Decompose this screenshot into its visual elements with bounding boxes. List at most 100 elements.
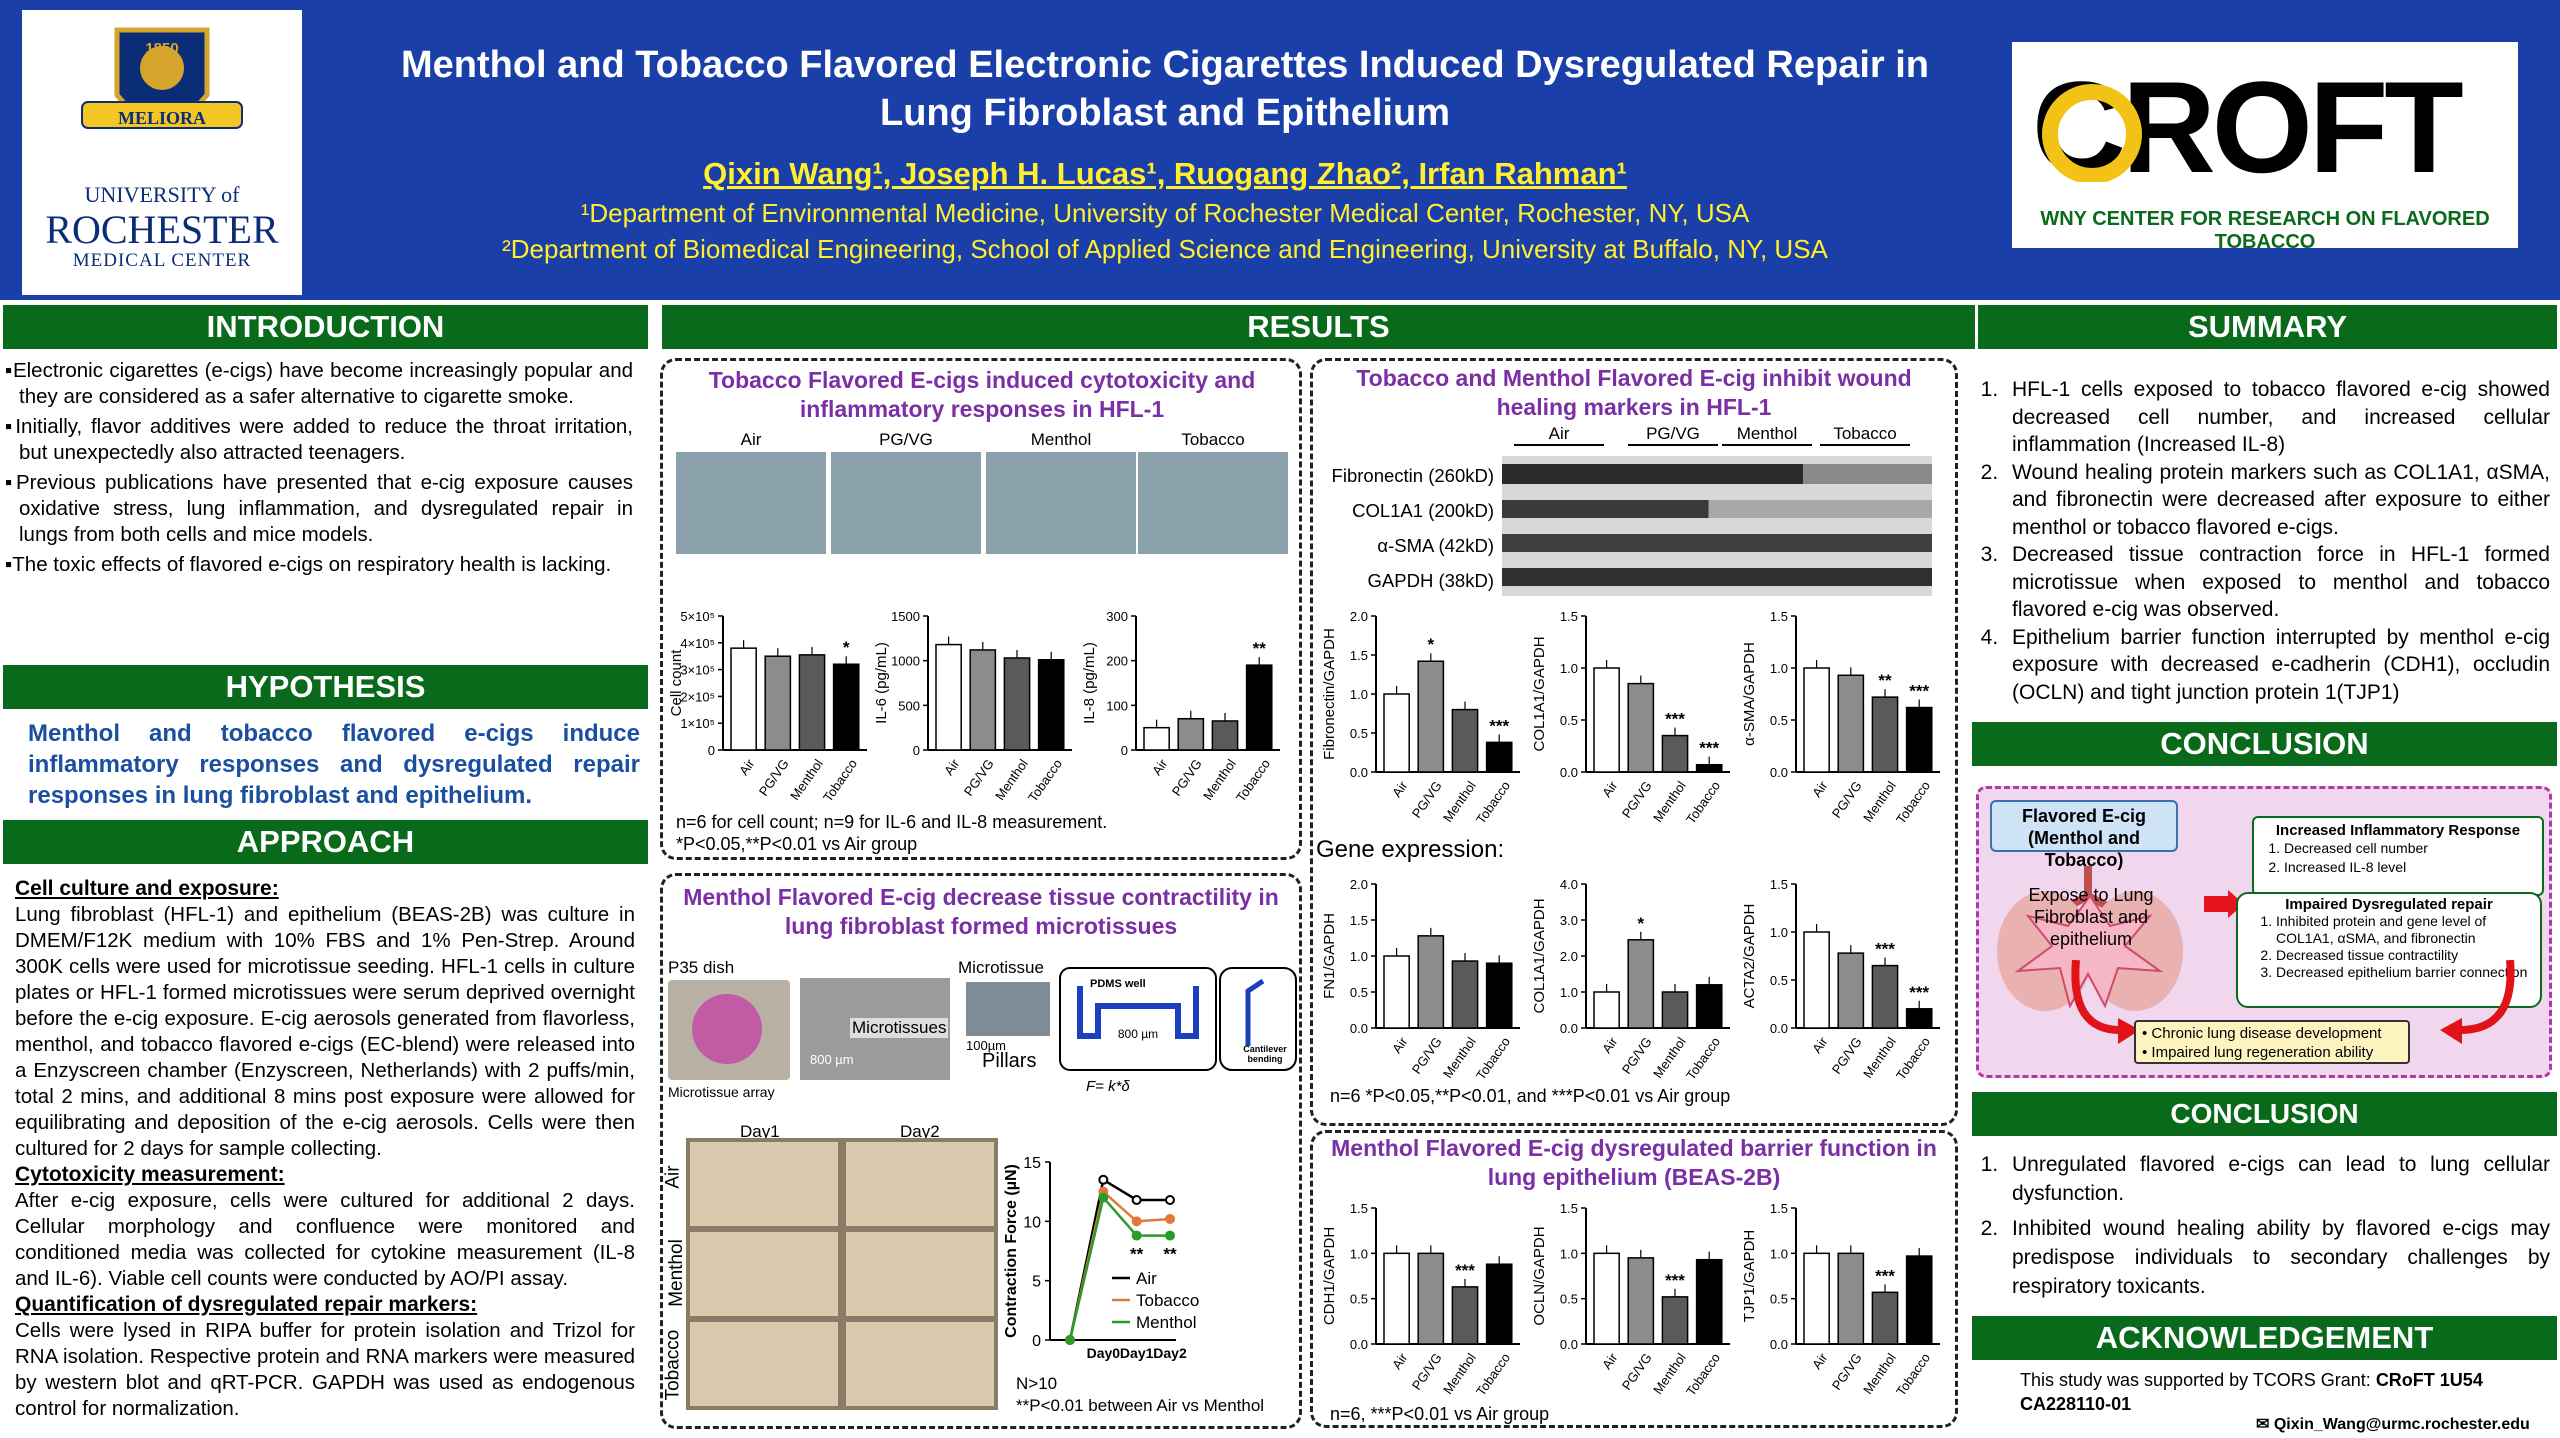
panel2-n: N>10 xyxy=(1016,1374,1058,1393)
conclusion-item: Unregulated flavored e-cigs can lead to … xyxy=(2004,1150,2550,1208)
outcome-item: • Chronic lung disease development xyxy=(2142,1025,2382,1042)
approach-subhead: Quantification of dysregulated repair ma… xyxy=(15,1293,478,1316)
bar xyxy=(798,654,826,751)
panel-contractility xyxy=(660,873,1302,1429)
y-tick-label: 1.0 xyxy=(1350,949,1368,964)
inflam-item: Decreased cell number xyxy=(2284,839,2542,858)
x-tick-label: PG/VG xyxy=(1829,1350,1865,1392)
panel-wound-healing xyxy=(1310,358,1958,1126)
western-blot-image xyxy=(1502,456,1932,596)
repair-item: Decreased epithelium barrier connection xyxy=(2276,964,2532,981)
scale-label: 800 µm xyxy=(810,1052,854,1067)
y-axis-label: Fibronectin/GAPDH xyxy=(1321,628,1338,760)
conclusion-diagram-heading: CONCLUSION xyxy=(1972,722,2557,766)
wb-group: Menthol xyxy=(1722,424,1812,446)
asma-protein-chart: 0.00.51.01.5α-SMA/GAPDHAirPG/VG**Menthol… xyxy=(1741,609,1940,827)
blot-band xyxy=(1502,464,1932,484)
x-tick-label: PG/VG xyxy=(961,756,997,798)
summary-list: HFL-1 cells exposed to tobacco flavored … xyxy=(1968,376,2550,706)
outcome-item: • Impaired lung regeneration ability xyxy=(2142,1044,2374,1061)
y-tick-label: 0.0 xyxy=(1560,1021,1578,1036)
p35-label: P35 dish xyxy=(668,958,735,977)
x-tick-label: Air xyxy=(1809,778,1831,800)
panel-title: Tobacco and Menthol Flavored E-cig inhib… xyxy=(1356,365,1912,420)
y-axis-label: COL1A1/GAPDH xyxy=(1531,898,1548,1013)
significance-mark: * xyxy=(843,638,850,657)
fibronectin-chart: 0.0 0.5 1.0 1.5 2.0 Fibronectin/GAPDH Air * PG/V… xyxy=(1321,609,1520,827)
x-tick-label: PG/VG xyxy=(1829,778,1865,820)
y-tick-label: 1.0 xyxy=(1560,1246,1578,1261)
data-point xyxy=(1065,1335,1075,1345)
contact-email[interactable]: ✉ Qixin_Wang@urmc.rochester.edu xyxy=(2256,1414,2530,1434)
repair-title: Impaired Dysregulated repair xyxy=(2285,896,2493,913)
image-labels: Air PG/VG Menthol Tobacco xyxy=(676,430,1288,450)
x-tick-label: Day1 xyxy=(1120,1345,1154,1361)
y-tick-label: 1.0 xyxy=(1770,661,1788,676)
scale-label-2: 100µm xyxy=(966,1038,1007,1053)
ack-text: This study was supported by TCORS Grant: xyxy=(2020,1370,2376,1390)
bar xyxy=(1451,960,1479,1029)
y-tick-label: 2.0 xyxy=(1350,877,1368,892)
panel-barrier xyxy=(1310,1130,1958,1428)
col1a1-gene-chart: 0.01.02.03.04.0COL1A1/GAPDHAir*PG/VGMent… xyxy=(1531,877,1730,1083)
ring-icon xyxy=(2042,84,2142,182)
y-tick-label: 1.0 xyxy=(1770,925,1788,940)
bar xyxy=(1143,726,1170,751)
bar xyxy=(1803,931,1830,1029)
x-tick-label: Tobacco xyxy=(1683,1034,1723,1082)
email-text: Qixin_Wang@urmc.rochester.edu xyxy=(2273,1416,2530,1433)
y-tick-label: 0.0 xyxy=(1350,765,1368,780)
pdms-label: PDMS well xyxy=(1090,978,1146,990)
x-tick-label: Air xyxy=(1389,1350,1411,1372)
blot-band xyxy=(1502,500,1932,518)
bar xyxy=(1417,1252,1445,1345)
bar xyxy=(1383,693,1410,773)
microtissues-label: Microtissues xyxy=(850,1018,949,1038)
y-tick-label: 1.5 xyxy=(1560,609,1578,624)
y-axis-label: TJP1/GAPDH xyxy=(1741,1230,1758,1323)
x-tick-label: Day2 xyxy=(1153,1345,1187,1361)
bar xyxy=(1803,1252,1830,1345)
bar xyxy=(1871,964,1899,1029)
y-tick-label: 2.0 xyxy=(1560,949,1578,964)
significance-mark: * xyxy=(1637,914,1644,933)
approach-subhead: Cell culture and exposure: xyxy=(15,877,279,900)
wb-group: Tobacco xyxy=(1820,424,1910,446)
cantilever-label: Cantilever bending xyxy=(1243,1044,1287,1064)
significance-mark: *** xyxy=(1909,682,1929,701)
wb-group-labels: Air PG/VG Menthol Tobacco xyxy=(1500,424,1960,450)
day1-label: Day1 xyxy=(740,1122,780,1141)
hypothesis-heading: HYPOTHESIS xyxy=(3,665,648,709)
bar xyxy=(1037,659,1065,751)
repair-item: Inhibited protein and gene level of COL1… xyxy=(2276,913,2532,947)
acta2-gene-chart: 0.00.51.01.5ACTA2/GAPDHAirPG/VG***Mentho… xyxy=(1741,877,1940,1083)
x-tick-label: Air xyxy=(1389,1034,1411,1056)
wb-row-label: Fibronectin (260kD) xyxy=(1331,465,1494,486)
approach-heading: APPROACH xyxy=(3,820,648,864)
significance-mark: *** xyxy=(1455,1261,1475,1280)
cell-count-chart: 0 1×10⁵ 2×10⁵ 3×10⁵ 4×10⁵ 5×10⁵ Cell count AirP… xyxy=(668,609,867,805)
bar xyxy=(1003,657,1031,751)
row-label: Tobacco xyxy=(662,1329,684,1401)
authors: Qixin Wang¹, Joseph H. Lucas¹, Ruogang Z… xyxy=(703,156,1627,191)
x-tick-label: Day0 xyxy=(1087,1345,1121,1361)
bar xyxy=(1871,696,1899,773)
x-tick-label: Air xyxy=(1389,778,1411,800)
panel1-note: n=6 for cell count; n=9 for IL-6 and IL-… xyxy=(676,812,1108,832)
y-tick-label: 1500 xyxy=(891,609,920,624)
day2-label: Day2 xyxy=(900,1122,940,1141)
y-tick-label: 0.0 xyxy=(1350,1021,1368,1036)
acknowledgement-text: This study was supported by TCORS Grant:… xyxy=(2020,1368,2540,1416)
x-tick-label: Air xyxy=(1599,778,1621,800)
bar xyxy=(1417,935,1445,1029)
x-tick-label: PG/VG xyxy=(1619,1350,1655,1392)
bar xyxy=(1837,952,1865,1029)
bar xyxy=(1593,667,1620,773)
x-tick-label: Tobacco xyxy=(820,756,860,804)
summary-heading: SUMMARY xyxy=(1978,305,2557,349)
y-axis-label: ACTA2/GAPDH xyxy=(1741,904,1758,1009)
croft-sub: WNY CENTER FOR RESEARCH ON FLAVORED TOBA… xyxy=(2040,208,2490,253)
